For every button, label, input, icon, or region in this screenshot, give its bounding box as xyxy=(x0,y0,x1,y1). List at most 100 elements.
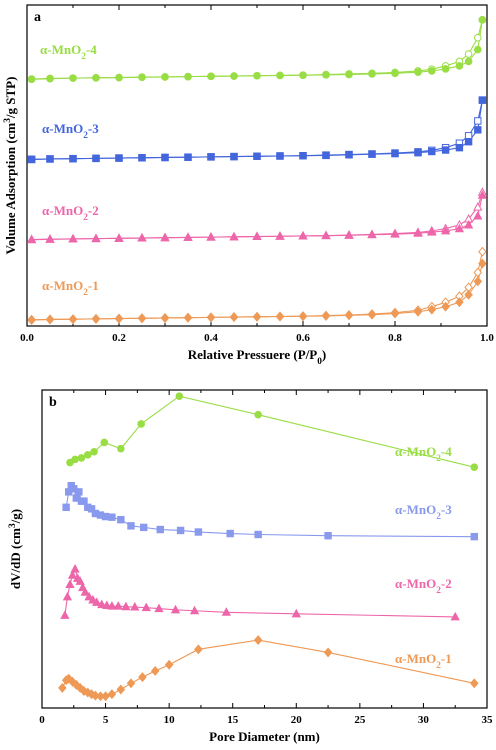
data-point xyxy=(164,659,174,670)
data-point xyxy=(140,523,148,532)
series-line xyxy=(61,639,475,697)
data-point xyxy=(101,512,110,521)
adsorption-point xyxy=(206,312,216,323)
data-point xyxy=(68,676,77,687)
panel-b: 0 5 10 15 20 25 30 35 Pore Diameter (nm) dV/dD (c… xyxy=(8,389,494,744)
adsorption-point xyxy=(454,223,465,233)
adsorption-point xyxy=(27,315,36,326)
adsorption-point xyxy=(474,126,482,134)
series-label: α-MnO2-2 xyxy=(395,576,452,596)
data-point xyxy=(77,454,86,462)
x-tick-label: 0 xyxy=(39,714,45,726)
adsorption-point xyxy=(441,65,450,73)
data-point xyxy=(116,684,126,695)
data-point xyxy=(470,532,478,541)
adsorption-point xyxy=(413,306,423,317)
adsorption-point xyxy=(414,149,422,157)
adsorption-point xyxy=(92,74,100,82)
x-tick-label: 20 xyxy=(291,714,303,726)
data-point xyxy=(113,601,123,610)
adsorption-point xyxy=(391,69,399,78)
x-tick-label: 0.8 xyxy=(388,332,402,344)
adsorption-point xyxy=(137,232,147,242)
series-α-MnO2-3: α-MnO2-3 xyxy=(27,96,487,164)
adsorption-point xyxy=(138,154,146,162)
adsorption-point xyxy=(322,71,330,79)
data-point xyxy=(121,601,131,611)
adsorption-point xyxy=(478,258,487,269)
data-point xyxy=(221,607,231,616)
data-point xyxy=(101,691,110,702)
adsorption-point xyxy=(68,314,78,325)
adsorption-point xyxy=(322,151,330,160)
adsorption-point xyxy=(207,72,215,81)
x-tick-label: 0.0 xyxy=(20,332,34,344)
adsorption-point xyxy=(252,311,262,322)
adsorption-point xyxy=(298,311,308,322)
adsorption-point xyxy=(27,75,36,84)
x-tick-label: 35 xyxy=(482,714,494,726)
data-point xyxy=(65,579,75,589)
desorption-point xyxy=(478,246,487,257)
data-point xyxy=(92,597,102,606)
data-point xyxy=(323,647,333,658)
x-tick-label: 1.0 xyxy=(480,332,494,344)
data-point xyxy=(176,526,185,535)
data-point xyxy=(175,392,184,400)
series-α-MnO2-4: α-MnO2-4 xyxy=(66,392,479,471)
data-point xyxy=(80,587,90,596)
x-tick-label: 0.2 xyxy=(112,332,126,344)
data-point xyxy=(108,513,116,521)
series-label: α-MnO2-1 xyxy=(42,278,99,298)
adsorption-point xyxy=(344,230,354,239)
data-point xyxy=(254,530,262,539)
adsorption-point xyxy=(441,301,450,312)
adsorption-point xyxy=(390,308,400,319)
adsorption-point xyxy=(114,313,124,324)
desorption-point xyxy=(473,202,483,211)
y-axis-title: Volume Adsorption (cm3/g STP) xyxy=(3,77,18,255)
x-tick-label: 10 xyxy=(164,714,176,726)
adsorption-point xyxy=(321,310,331,321)
adsorption-point xyxy=(91,233,101,243)
adsorption-point xyxy=(428,67,436,75)
data-point xyxy=(156,525,164,534)
adsorption-point xyxy=(390,229,400,238)
adsorption-point xyxy=(161,153,169,162)
x-tick-label: 25 xyxy=(354,714,366,726)
x-tick-label: 15 xyxy=(227,714,239,726)
data-point xyxy=(470,678,479,689)
adsorption-point xyxy=(368,70,376,78)
data-point xyxy=(254,410,262,419)
adsorption-point xyxy=(367,229,377,239)
adsorption-point xyxy=(299,151,307,160)
data-point xyxy=(138,672,147,683)
adsorption-point xyxy=(229,312,239,323)
data-point xyxy=(126,678,136,689)
series-label: α-MnO2-3 xyxy=(395,502,452,522)
adsorption-point xyxy=(26,234,37,244)
x-axis-title: Pore Diameter (nm) xyxy=(209,729,320,744)
adsorption-point xyxy=(298,230,308,240)
adsorption-point xyxy=(473,210,483,220)
adsorption-point xyxy=(367,309,377,320)
panel-letter: b xyxy=(49,395,57,410)
data-point xyxy=(226,529,234,538)
data-point xyxy=(102,600,112,609)
data-point xyxy=(71,455,79,464)
adsorption-point xyxy=(45,314,55,325)
data-point xyxy=(141,602,151,612)
adsorption-point xyxy=(275,231,285,240)
adsorption-point xyxy=(299,71,307,79)
data-point xyxy=(60,610,70,619)
desorption-point xyxy=(474,33,482,42)
adsorption-point xyxy=(427,227,437,236)
data-point xyxy=(450,611,460,621)
adsorption-point xyxy=(184,72,192,81)
adsorption-point xyxy=(115,154,123,162)
x-tick-label: 0.6 xyxy=(296,332,310,344)
data-point xyxy=(67,570,78,579)
desorption-point xyxy=(464,132,473,140)
data-point xyxy=(127,522,135,530)
data-point xyxy=(84,591,94,601)
